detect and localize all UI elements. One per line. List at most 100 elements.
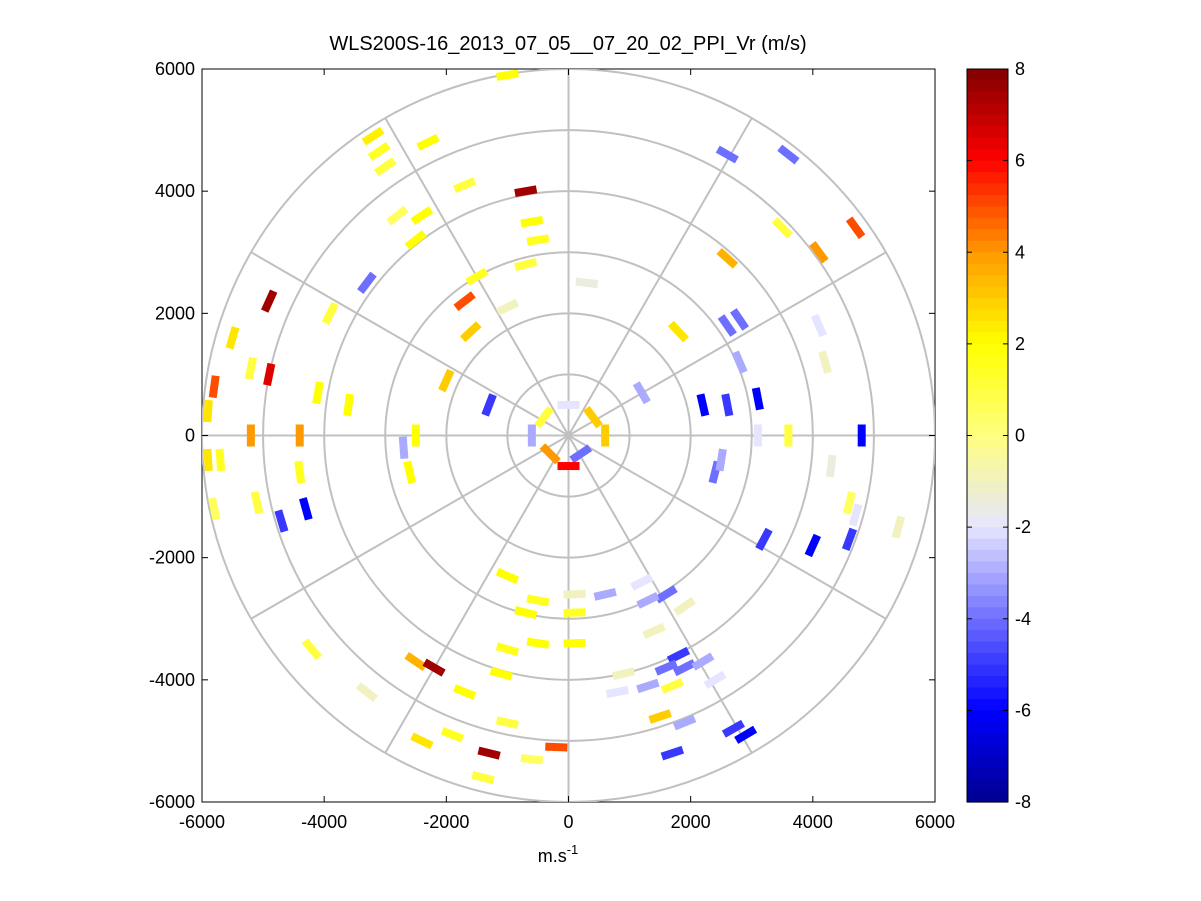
data-point [215,448,226,472]
data-point [294,460,306,484]
colorbar-swatch [967,538,1008,551]
x-tick-label: -4000 [301,812,347,832]
x-axis-label-superscript: -1 [567,842,579,857]
data-point [452,177,477,193]
grid-spoke [250,434,569,620]
data-point [721,719,745,738]
data-point [312,381,324,405]
colorbar-swatch [967,172,1008,185]
grid-spoke [384,435,570,754]
data-point [557,400,580,409]
x-tick-label: -2000 [423,812,469,832]
colorbar-swatch [967,492,1008,505]
colorbar-swatch [967,355,1008,368]
colorbar-swatch [967,687,1008,700]
y-tick-label: -6000 [149,792,195,812]
data-point [804,533,821,558]
data-point [569,444,593,464]
colorbar-swatch [967,275,1008,288]
y-tick-label: 0 [185,426,195,446]
data-point [495,716,520,729]
data-point [771,217,793,239]
data-point [534,405,554,429]
colorbar-tick-label: -6 [1015,700,1031,720]
colorbar-swatch [967,767,1008,780]
data-point [660,678,685,694]
colorbar-swatch [967,744,1008,757]
data-point [784,424,793,447]
data-point [514,606,538,620]
data-point [495,642,520,657]
data-point [703,670,727,689]
chart-title: WLS200S-16_2013_07_05__07_20_02_PPI_Vr (… [329,33,806,55]
data-point [404,230,427,250]
data-point [648,709,672,724]
colorbar-swatch [967,137,1008,150]
data-point [642,622,666,640]
colorbar-tick-label: 6 [1015,151,1025,171]
colorbar-swatch [967,790,1008,803]
colorbar-swatch [967,149,1008,162]
y-tick-label: 2000 [155,303,195,323]
colorbar-swatch [967,630,1008,643]
data-point [460,321,482,343]
data-point [593,587,617,601]
data-point [526,234,550,246]
data-point [777,144,800,165]
colorbar-swatch [967,206,1008,219]
colorbar-swatch [967,320,1008,334]
colorbar-swatch [967,194,1008,208]
data-point [632,381,651,405]
data-point [410,206,434,226]
data-point [672,659,697,677]
data-point [481,393,497,417]
data-point [416,133,440,151]
data-point [753,424,762,447]
colorbar-tick-label: 0 [1015,426,1025,446]
data-point [715,145,739,164]
data-point [654,585,678,604]
data-point [673,597,696,617]
colorbar-swatch [967,378,1008,391]
colorbar-swatch [967,389,1008,402]
colorbar-swatch [967,733,1008,746]
data-point [545,742,568,752]
data-point [495,298,520,316]
data-point [386,205,409,226]
data-point [465,267,489,286]
x-tick-label: 4000 [793,812,833,832]
data-point [495,69,519,81]
data-point [654,659,678,676]
colorbar-swatch [967,469,1008,482]
polar-grid [202,69,935,802]
colorbar-swatch [967,263,1008,276]
data-point [691,652,715,671]
data-point [666,646,691,664]
data-point [605,686,629,699]
data-point [295,424,304,447]
data-point [810,313,828,338]
colorbar-swatch [967,676,1008,689]
data-point [891,515,906,539]
data-point [563,589,586,599]
colorbar-swatch [967,527,1008,540]
colorbar-swatch [967,229,1008,242]
data-point [203,399,213,423]
data-points [203,69,906,785]
data-point [660,745,685,761]
data-point [825,454,837,478]
colorbar-swatch [967,458,1008,471]
colorbar-swatch [967,664,1008,677]
colorbar-swatch [967,217,1008,230]
data-point [514,257,538,272]
grid-spoke [568,434,887,620]
data-point [398,436,409,459]
data-point [721,393,734,417]
data-point [630,573,654,591]
y-tick-label: -4000 [149,670,195,690]
data-point [636,592,660,609]
colorbar-swatch [967,309,1008,322]
data-point [208,497,221,521]
data-point [520,215,544,228]
colorbar: 8 6 4 2 0 -2 -4 -6 -8 [966,59,1031,812]
